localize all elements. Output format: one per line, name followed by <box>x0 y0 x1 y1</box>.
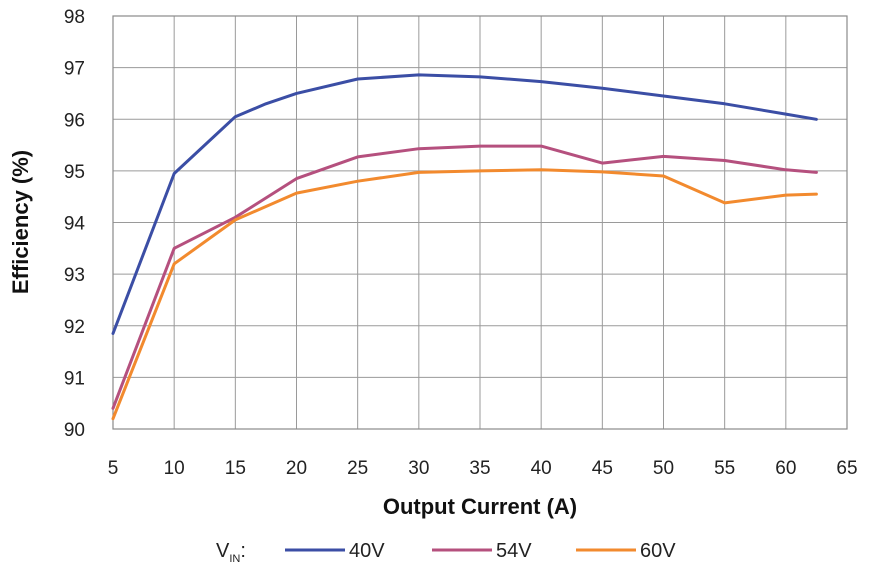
y-tick-label: 98 <box>64 7 85 28</box>
y-tick-label: 97 <box>64 59 85 80</box>
y-tick-label: 93 <box>64 265 85 286</box>
y-tick-label: 96 <box>64 110 85 131</box>
x-tick-label: 25 <box>347 458 368 479</box>
y-tick-label: 94 <box>64 214 86 235</box>
x-tick-label: 45 <box>592 458 613 479</box>
plot-frame <box>112 15 848 430</box>
series-layer <box>111 73 818 421</box>
legend-label-60v: 60V <box>640 540 676 562</box>
x-tick-label: 55 <box>714 458 735 479</box>
x-axis-title: Output Current (A) <box>383 494 577 519</box>
x-tick-label: 60 <box>775 458 796 479</box>
series-line-60v <box>111 168 818 421</box>
y-axis-title: Efficiency (%) <box>8 150 33 294</box>
x-tick-label: 5 <box>108 458 119 479</box>
series-line-54v <box>111 144 818 410</box>
legend-title: VIN: <box>216 540 246 565</box>
x-tick-label: 20 <box>286 458 307 479</box>
x-tick-label: 50 <box>653 458 674 479</box>
legend-label-40v: 40V <box>349 540 385 562</box>
legend-title-subscript: IN <box>229 553 240 565</box>
x-tick-label: 10 <box>164 458 185 479</box>
x-tick-label: 65 <box>836 458 857 479</box>
legend-title-main: V <box>216 540 230 562</box>
x-tick-labels: 5 10 15 20 25 30 35 40 45 50 55 60 65 <box>108 458 858 479</box>
y-tick-label: 95 <box>64 162 85 183</box>
y-tick-labels: 90 91 92 93 94 95 96 97 98 <box>64 7 86 441</box>
x-tick-label: 15 <box>225 458 246 479</box>
legend-title-suffix: : <box>240 540 246 562</box>
x-tick-label: 40 <box>531 458 552 479</box>
legend-entries: 40V 54V 60V <box>285 540 676 562</box>
y-tick-label: 92 <box>64 317 85 338</box>
legend-label-54v: 54V <box>496 540 532 562</box>
x-tick-label: 35 <box>469 458 490 479</box>
y-tick-label: 90 <box>64 420 85 441</box>
x-tick-label: 30 <box>408 458 429 479</box>
y-tick-label: 91 <box>64 368 85 389</box>
series-line-40v <box>111 73 818 335</box>
legend: VIN: 40V 54V 60V <box>216 540 676 565</box>
